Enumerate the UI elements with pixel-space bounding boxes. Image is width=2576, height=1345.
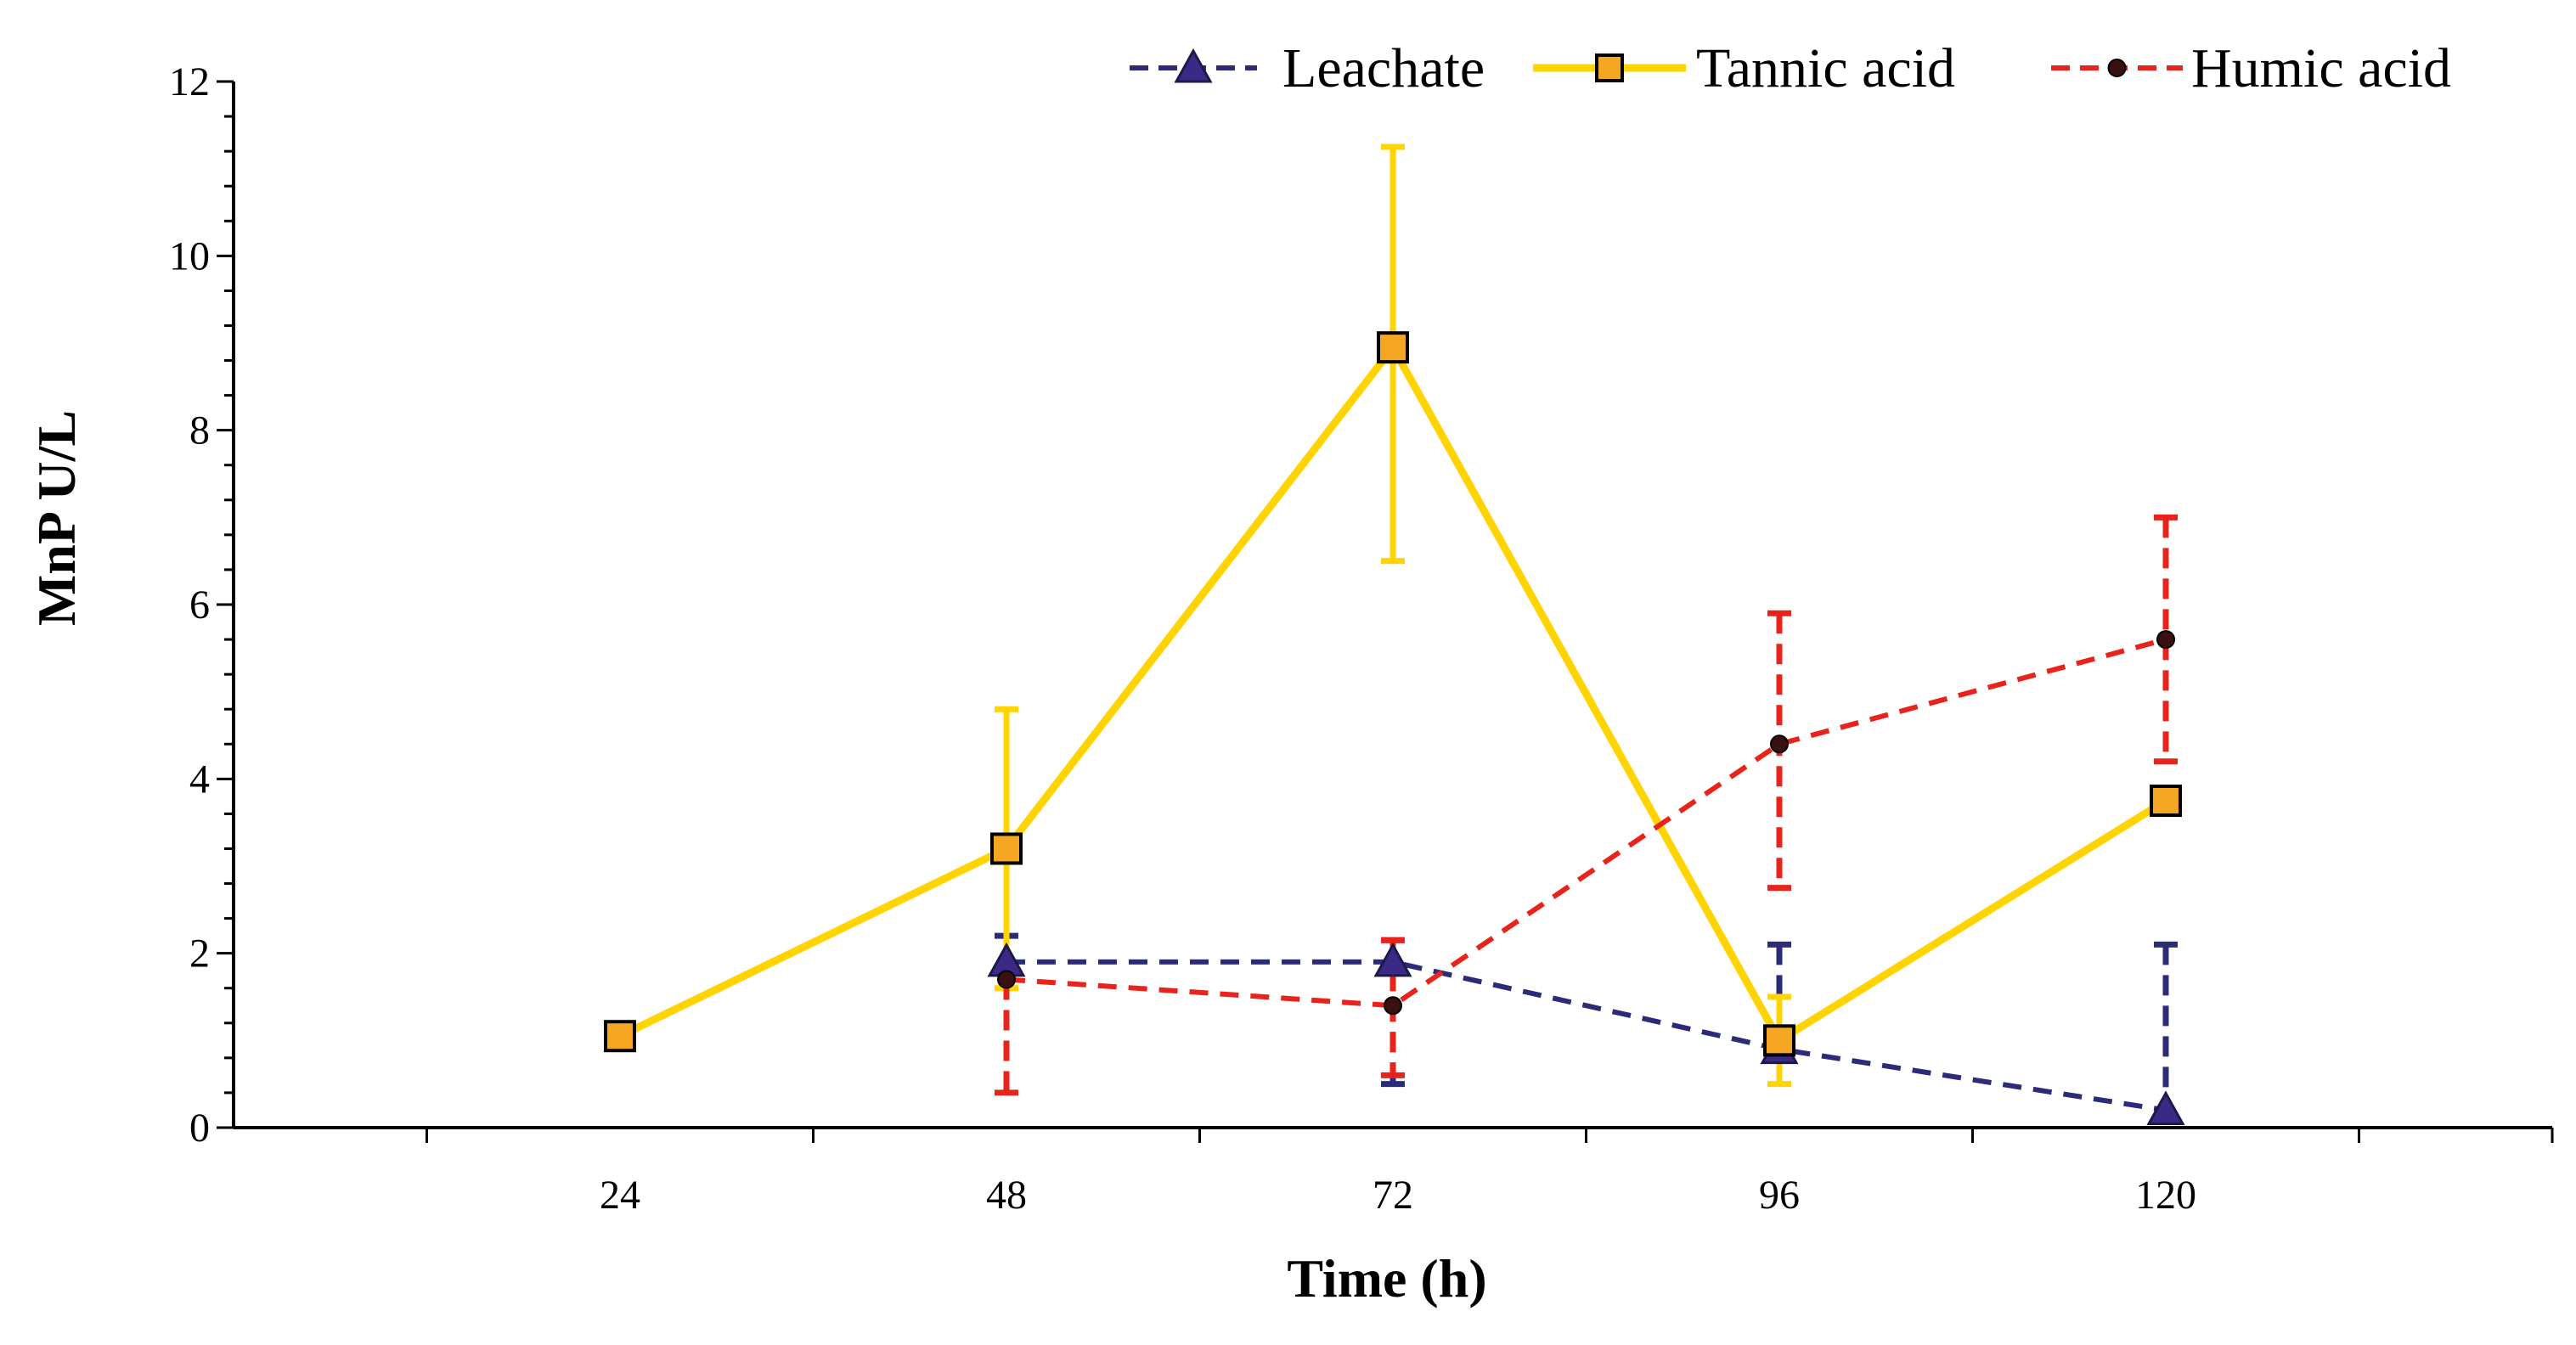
tannic-acid-point: [1377, 331, 1409, 364]
legend-tannic-acid-label: Tannic acid: [1696, 37, 1955, 99]
legend: Leachate Tannic acid Humic acid: [1130, 37, 2451, 99]
y-tick-label: 12: [169, 59, 210, 104]
legend-leachate-label: Leachate: [1282, 37, 1485, 99]
leachate-point: [1373, 942, 1412, 977]
humic-acid-point: [2156, 630, 2175, 650]
tannic-acid-point: [604, 1020, 636, 1053]
leachate-line: [1006, 959, 2167, 1113]
tannic-acid-point: [2150, 785, 2182, 817]
y-tick-label: 10: [169, 234, 210, 279]
x-tick-label: 120: [2135, 1173, 2196, 1218]
series-markers: [604, 331, 2185, 1125]
x-tick-label: 24: [600, 1173, 640, 1218]
y-tick-label: 2: [189, 931, 210, 976]
humic-acid-point: [1770, 734, 1789, 754]
x-tick-label: 96: [1759, 1173, 1800, 1218]
leachate-point: [2146, 1090, 2185, 1125]
y-axis-title: MnP U/L: [26, 410, 87, 626]
y-tick-label: 6: [189, 582, 210, 627]
humic-acid-line: [1006, 637, 2167, 1009]
tannic-acid-point: [1763, 1024, 1795, 1057]
legend-humic-acid-label: Humic acid: [2191, 37, 2451, 99]
y-tick-label: 4: [189, 757, 210, 802]
y-tick-label: 8: [189, 408, 210, 453]
x-tick-label: 48: [986, 1173, 1027, 1218]
legend-tannic-acid-marker: [1595, 53, 1624, 82]
legend-leachate-marker: [1174, 48, 1213, 83]
y-tick-label: 0: [189, 1106, 210, 1151]
humic-acid-point: [1384, 996, 1402, 1016]
x-axis-title: Time (h): [1287, 1248, 1486, 1308]
x-tick-label: 72: [1373, 1173, 1413, 1218]
humic-acid-point: [997, 970, 1016, 989]
legend-humic-acid-marker: [2107, 59, 2127, 77]
tannic-acid-point: [990, 832, 1023, 865]
